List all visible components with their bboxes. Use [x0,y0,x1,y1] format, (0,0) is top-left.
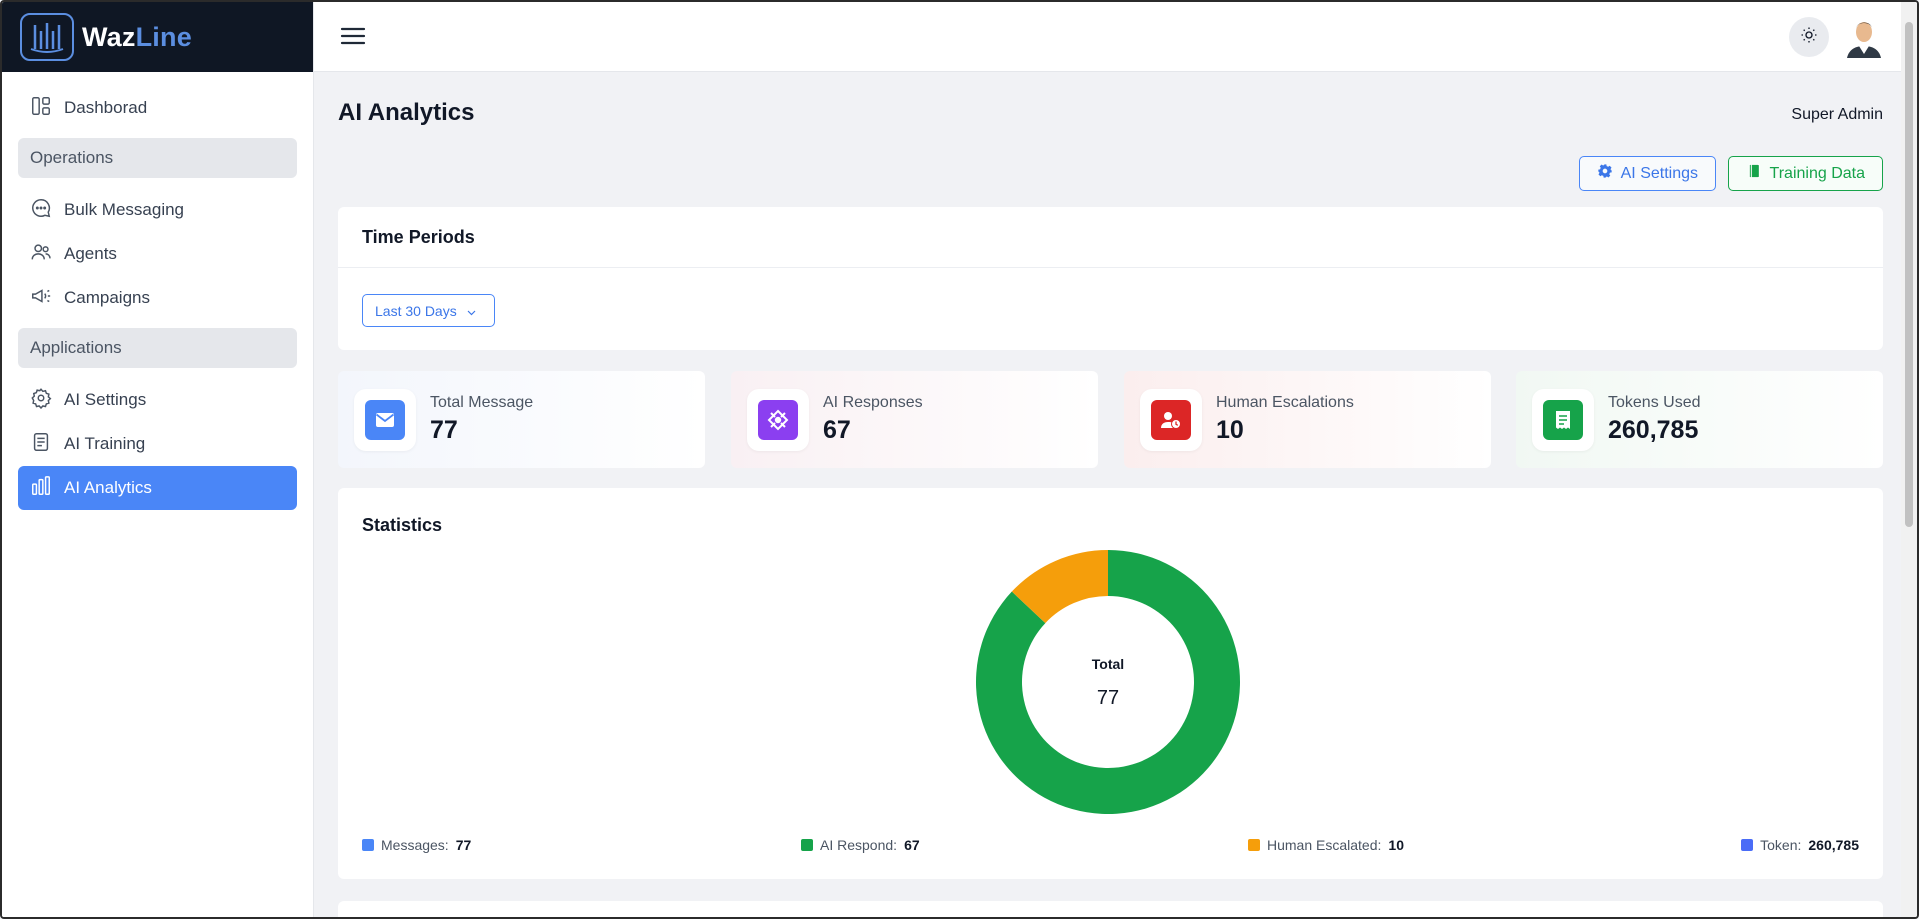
legend-swatch [362,839,374,851]
sidebar: WazLine Dashborad Operations Bulk Messag… [2,2,314,917]
legend-value: 260,785 [1808,837,1859,853]
stat-label: Human Escalations [1216,394,1354,411]
book-icon [1746,163,1762,184]
donut-center-label: Total [1092,656,1124,672]
sidebar-item-label: AI Analytics [64,478,152,497]
next-card [338,901,1883,917]
brand-name-part1: Waz [82,21,136,52]
time-periods-card: Time Periods Last 30 Days [338,207,1883,350]
megaphone-icon [30,285,52,312]
stat-card-total-message: Total Message 77 [338,371,705,468]
stat-card-human-escalations: Human Escalations 10 [1124,371,1491,468]
gear-icon [30,387,52,414]
dashboard-icon [30,95,52,122]
wazline-logo-icon[interactable] [20,13,74,61]
theme-toggle-button[interactable] [1789,17,1829,57]
legend-swatch [1741,839,1754,851]
scrollbar-thumb[interactable] [1905,22,1913,527]
time-periods-title: Time Periods [338,207,1883,268]
legend-value: 77 [455,837,472,853]
training-data-button-label: Training Data [1769,164,1865,182]
brand-name: WazLine [82,22,192,53]
legend-name: Human Escalated: [1267,837,1382,853]
ai-settings-button[interactable]: AI Settings [1578,156,1716,191]
sidebar-item-bulk-messaging[interactable]: Bulk Messaging [18,188,297,232]
avatar[interactable] [1845,16,1883,58]
sidebar-nav: Dashborad Operations Bulk Messaging Agen… [2,72,313,524]
sun-icon [1800,26,1818,49]
legend-item-human-escalated[interactable]: Human Escalated: 10 [1248,837,1404,853]
donut-slice-ai-respond[interactable] [976,550,1240,814]
gear-icon [1597,163,1613,184]
stat-icon-wrap [747,388,809,451]
brand-header: WazLine [2,2,313,72]
stat-card-ai-responses: AI Responses 67 [731,371,1098,468]
chat-bubble-icon [30,197,52,224]
stat-icon-wrap [354,388,416,451]
legend-swatch [1248,839,1260,851]
legend-item-token[interactable]: Token: 260,785 [1741,837,1859,853]
ai-chip-icon [758,399,798,440]
stat-label: AI Responses [823,394,923,411]
stat-value: 77 [430,416,458,444]
stat-value: 67 [823,416,851,444]
stat-icon-wrap [1532,388,1594,451]
topbar [314,2,1917,72]
stat-value: 260,785 [1608,416,1699,444]
stats-row: Total Message 77 AI Responses 67 [338,371,1883,468]
sidebar-item-label: Agents [64,244,117,263]
training-data-button[interactable]: Training Data [1727,156,1883,191]
sidebar-item-ai-training[interactable]: AI Training [18,422,297,466]
user-clock-icon [1151,399,1191,440]
sidebar-item-label: Bulk Messaging [64,200,185,219]
page-title: AI Analytics [338,99,475,126]
statistics-card: Statistics Total 77 Messages: 77 AI Resp… [338,488,1883,879]
receipt-icon [1543,399,1583,440]
page-scrollbar[interactable] [1901,2,1917,917]
users-icon [30,241,52,268]
stat-label: Tokens Used [1608,394,1701,411]
sidebar-item-label: Campaigns [64,288,150,307]
ai-settings-button-label: AI Settings [1620,164,1698,182]
user-role-label: Super Admin [1791,106,1883,123]
stat-card-tokens-used: Tokens Used 260,785 [1516,371,1883,468]
legend-name: AI Respond: [820,837,898,853]
legend-name: Token: [1760,837,1802,853]
sidebar-group-applications: Applications [18,328,297,368]
envelope-icon [365,399,405,440]
donut-slice-human-escalated[interactable] [1011,550,1108,624]
stat-icon-wrap [1140,388,1202,451]
statistics-title: Statistics [362,515,443,535]
legend-value: 67 [904,837,920,853]
hamburger-menu-icon[interactable] [340,24,366,48]
sidebar-item-campaigns[interactable]: Campaigns [18,276,297,320]
chevron-down-icon [467,303,476,319]
stat-label: Total Message [430,394,534,411]
legend-swatch [801,839,813,851]
sidebar-item-ai-analytics[interactable]: AI Analytics [18,466,297,510]
legend-name: Messages: [381,837,449,853]
sidebar-item-label: AI Training [64,434,146,453]
sidebar-item-label: AI Settings [64,390,147,409]
legend-item-ai-respond[interactable]: AI Respond: 67 [801,837,920,853]
legend-value: 10 [1388,837,1404,853]
bar-chart-icon [30,475,52,502]
sidebar-item-ai-settings[interactable]: AI Settings [18,378,297,422]
donut-chart: Total 77 [976,550,1240,814]
sidebar-item-label: Dashborad [64,98,148,117]
legend-item-messages[interactable]: Messages: 77 [362,837,471,853]
sidebar-item-agents[interactable]: Agents [18,232,297,276]
time-period-selected: Last 30 Days [375,302,457,319]
brand-name-part2: Line [135,21,192,52]
time-period-select[interactable]: Last 30 Days [362,294,495,327]
stat-value: 10 [1216,416,1244,444]
notebook-icon [30,431,52,458]
donut-center-value: 77 [1097,687,1119,709]
sidebar-item-dashboard[interactable]: Dashborad [18,86,297,130]
sidebar-group-operations: Operations [18,138,297,178]
